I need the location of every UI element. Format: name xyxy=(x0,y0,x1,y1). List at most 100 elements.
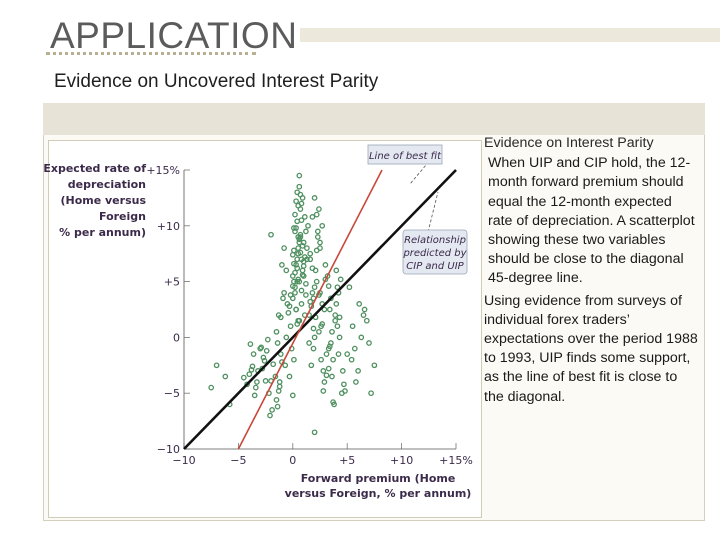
scatter-point xyxy=(246,371,253,378)
scatter-point xyxy=(294,265,301,272)
scatter-point xyxy=(318,356,324,363)
scatter-point xyxy=(292,269,298,276)
scatter-point xyxy=(314,228,321,235)
scatter-point xyxy=(250,351,257,357)
scatter-point xyxy=(293,198,299,205)
scatter-point xyxy=(336,314,343,321)
diagonal-label-line: predicted by xyxy=(402,248,467,259)
diagonal-label: Relationship predicted by CIP and UIP xyxy=(402,235,467,272)
scatter-point xyxy=(269,407,275,413)
scatter-point xyxy=(316,206,322,212)
scatter-point xyxy=(213,362,220,369)
x-axis-label: Forward premium (Home versus Foreign, % … xyxy=(285,472,472,500)
scatter-point xyxy=(353,379,359,385)
scatter-point xyxy=(293,306,299,313)
scatter-point xyxy=(294,218,301,225)
scatter-point xyxy=(328,340,334,346)
scatter-point xyxy=(258,344,265,351)
scatter-point xyxy=(279,262,285,268)
scatter-point xyxy=(252,384,259,391)
best-fit-callout xyxy=(367,144,443,165)
scatter-point xyxy=(280,295,286,302)
scatter-point xyxy=(285,309,292,316)
y-axis-label-line: % per annum) xyxy=(59,226,146,239)
scatter-point xyxy=(355,368,361,374)
scatter-point xyxy=(329,373,335,380)
scatter-point xyxy=(283,267,290,274)
scatter-point xyxy=(294,278,301,285)
scatter-point xyxy=(295,202,302,209)
scatter-point xyxy=(356,301,363,307)
x-tick-label: −5 xyxy=(230,454,246,467)
scatter-point xyxy=(328,295,334,302)
y-tick-label: 0 xyxy=(173,331,180,344)
scatter-point xyxy=(281,245,287,251)
scatter-point xyxy=(333,301,340,307)
scatter-point xyxy=(282,362,289,369)
scatter-point xyxy=(322,262,329,268)
scatter-point xyxy=(277,351,284,357)
scatter-point xyxy=(335,351,342,357)
scatter-point xyxy=(304,256,310,263)
scatter-point xyxy=(309,265,316,272)
scatter-point xyxy=(313,211,320,218)
best-fit-line xyxy=(237,169,383,450)
scatter-point xyxy=(330,356,336,363)
scatter-point xyxy=(363,317,370,324)
scatter-point xyxy=(208,384,215,391)
scatter-point xyxy=(313,278,320,285)
explanation-text: Evidence on Interest Parity When UIP and… xyxy=(484,134,700,407)
scatter-point xyxy=(313,247,320,254)
explanation-heading: Evidence on Interest Parity xyxy=(484,135,654,151)
scatter-point xyxy=(351,345,358,352)
scatter-point xyxy=(286,303,293,310)
scatter-point xyxy=(287,323,294,330)
scatter-point xyxy=(259,365,266,372)
best-fit-label: Line of best fit xyxy=(369,151,442,162)
scatter-point xyxy=(303,280,309,287)
scatter-point xyxy=(309,214,316,220)
scatter-point xyxy=(263,347,270,354)
scatter-point xyxy=(249,363,256,370)
scatter-point xyxy=(311,334,318,341)
scatter-point xyxy=(299,267,306,274)
y-axis-label-line: depreciation xyxy=(68,178,146,191)
scatter-point xyxy=(333,267,340,274)
scatter-point xyxy=(289,251,296,258)
scatter-point xyxy=(281,289,287,296)
scatter-point xyxy=(262,378,269,384)
scatter-point xyxy=(341,381,347,388)
scatter-point xyxy=(293,225,299,231)
scatter-point xyxy=(320,388,327,394)
scatter-point xyxy=(325,345,332,352)
y-tick-label: −10 xyxy=(157,443,180,456)
slide-title: APPLICATION xyxy=(50,15,298,56)
scatter-point xyxy=(268,231,274,238)
scatter-point xyxy=(300,239,307,246)
scatter-point xyxy=(254,379,260,385)
scatter-point xyxy=(292,289,298,296)
scatter-point xyxy=(289,392,296,399)
scatter-point xyxy=(276,383,283,390)
scatter-point xyxy=(311,195,318,201)
scatter-point xyxy=(325,283,332,289)
scatter-point xyxy=(334,323,341,330)
scatter-point xyxy=(336,334,343,341)
y-axis-label: Expected rate of depreciation (Home vers… xyxy=(43,162,146,239)
scatter-point xyxy=(339,368,346,374)
scatter-point xyxy=(337,276,344,283)
slide-subtitle: Evidence on Uncovered Interest Parity xyxy=(54,71,379,92)
scatter-point xyxy=(348,356,355,363)
scatter-point xyxy=(346,284,353,291)
scatter-point xyxy=(303,292,309,298)
scatter-point xyxy=(316,328,322,335)
scatter-point xyxy=(270,361,277,368)
x-tick-label: 0 xyxy=(289,454,296,467)
x-axis-label-line: Forward premium (Home xyxy=(301,472,456,485)
scatter-point xyxy=(222,373,229,380)
y-tick-label: +15% xyxy=(146,164,180,177)
scatter-point xyxy=(289,283,296,289)
scatter-point xyxy=(308,362,315,369)
diagonal-label-line: Relationship xyxy=(404,235,466,246)
scatter-point xyxy=(291,356,297,363)
